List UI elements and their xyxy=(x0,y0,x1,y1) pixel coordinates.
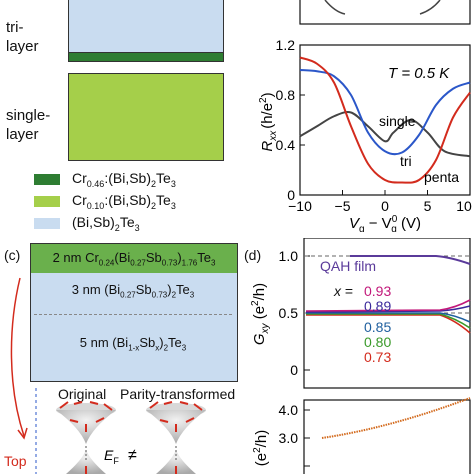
legend-swatch xyxy=(34,195,60,207)
panel-c: (c) 2 nm Cr0.24(Bi0.27Sb0.73)1.76Te3 3 n… xyxy=(0,238,240,474)
dirac-cones: Top EF ≠ xyxy=(4,277,206,474)
rxx-xtick-label: 0 xyxy=(381,198,389,214)
x-value-080: 0.80 xyxy=(364,334,391,350)
rxx-series xyxy=(299,56,471,184)
x-equals-label: x = xyxy=(333,283,353,299)
gxy-y-axis-label: Gxy (e2/h) xyxy=(250,283,271,345)
rxx-x-axis-label: Vg − V0 g (V) xyxy=(349,214,421,232)
legend-swatch xyxy=(34,173,60,185)
rxx-ytick-label: 0 xyxy=(287,187,295,203)
legend-item-bisbte: (Bi,Sb)2Te3 xyxy=(34,212,239,234)
curve-093 xyxy=(305,299,471,312)
single-layer-block xyxy=(68,73,224,161)
rxx-series-penta xyxy=(299,56,471,184)
top-label: Top xyxy=(4,453,27,469)
bottom-ytick-3: 3.0 xyxy=(279,430,299,446)
gxy-ytick-1: 1.0 xyxy=(279,248,299,264)
curve-label-tri: tri xyxy=(400,153,412,169)
tri-layer-green-film xyxy=(68,52,224,62)
rxx-ytick-label: 0.8 xyxy=(276,87,296,103)
top-arrow xyxy=(10,277,25,437)
curve-label-penta: penta xyxy=(424,169,459,185)
rxx-xtick-label: −5 xyxy=(335,198,351,214)
curve-073 xyxy=(306,314,471,334)
svg-text:(e2/h): (e2/h) xyxy=(252,430,270,466)
x-value-089: 0.89 xyxy=(364,298,391,314)
curve-089 xyxy=(305,305,471,313)
legend-swatch xyxy=(34,217,60,229)
panel-d-label: (d) xyxy=(244,247,262,263)
original-cone xyxy=(56,403,116,474)
gxy-ytick-0: 0 xyxy=(290,362,298,378)
rxx-x-ticks: −10 −5 0 5 10 xyxy=(288,190,472,214)
not-equal-sign: ≠ xyxy=(128,447,137,464)
qah-film-curve xyxy=(350,255,471,265)
rxx-series-single xyxy=(299,111,471,158)
bottom-curve xyxy=(321,397,471,439)
layer-divider xyxy=(34,314,232,315)
upper-panel-curve-left xyxy=(324,0,346,15)
curve-085 xyxy=(306,312,471,323)
top-arrow-head xyxy=(17,427,28,440)
rxx-xtick-label: 10 xyxy=(456,198,472,214)
rxx-ytick-label: 1.2 xyxy=(276,37,296,53)
top-left-panel: tri- layer single- layer Cr0.46:(Bi,Sb)2… xyxy=(0,0,240,235)
single-layer-label: single- layer xyxy=(6,107,51,143)
parity-cone xyxy=(146,403,206,474)
legend-item-cr046: Cr0.46:(Bi,Sb)2Te3 xyxy=(34,168,239,190)
label-original: Original xyxy=(58,386,107,402)
gxy-ytick-05: 0.5 xyxy=(279,305,299,321)
tri-layer-stack xyxy=(68,0,224,59)
spin-arrows xyxy=(59,401,203,474)
layer-3nm-label: 3 nm (Bi0.27Sb0.73)2Te3 xyxy=(71,282,195,300)
rxx-xtick-label: 5 xyxy=(424,198,432,214)
panel-c-label: (c) xyxy=(4,247,21,263)
bottom-y-axis-label: (e2/h) xyxy=(252,430,270,466)
gxy-chart: 1.0 0.5 0 QAH film x = 0.93 0.89 0.85 0.… xyxy=(250,238,471,474)
legend: Cr0.46:(Bi,Sb)2Te3 Cr0.10:(Bi,Sb)2Te3 (B… xyxy=(34,168,239,234)
x-value-073: 0.73 xyxy=(364,349,391,365)
temperature-label: T = 0.5 K xyxy=(388,65,450,82)
rxx-y-ticks: 1.2 0.8 0.4 0 xyxy=(276,37,305,203)
legend-item-cr010: Cr0.10:(Bi,Sb)2Te3 xyxy=(34,190,239,212)
curve-080 xyxy=(306,313,471,329)
fermi-level-label: EF xyxy=(104,447,119,466)
rxx-ytick-label: 0.4 xyxy=(276,137,296,153)
layer-5nm-label: 5 nm (Bi1-xSbx)2Te3 xyxy=(79,335,187,353)
svg-text:Gxy (e2/h): Gxy (e2/h) xyxy=(250,283,271,345)
upper-panel-curve-right xyxy=(419,0,441,15)
svg-text:Rxx(h/e2): Rxx(h/e2) xyxy=(258,92,279,151)
rxx-y-axis-label: Rxx(h/e2) xyxy=(258,92,279,151)
label-parity-transformed: Parity-transformed xyxy=(120,386,236,402)
rxx-xtick-label: −10 xyxy=(288,198,312,214)
x-value-085: 0.85 xyxy=(364,319,391,335)
upper-panel-frame xyxy=(299,0,471,25)
curve-label-single: single xyxy=(379,113,416,129)
x-value-093: 0.93 xyxy=(364,283,391,299)
tri-layer-label: tri- layer xyxy=(6,19,39,55)
bottom-plot-frame xyxy=(303,399,471,474)
qah-film-label: QAH film xyxy=(320,258,376,274)
bottom-ytick-4: 4.0 xyxy=(279,402,299,418)
layer-cr-doped: 2 nm Cr0.24(Bi0.27Sb0.73)1.76Te3 xyxy=(30,243,238,275)
layer-bisbte xyxy=(30,273,238,382)
rxx-chart: 1.2 0.8 0.4 0 −10 −5 0 5 10 T = 0.5 K single tr… xyxy=(258,0,472,232)
